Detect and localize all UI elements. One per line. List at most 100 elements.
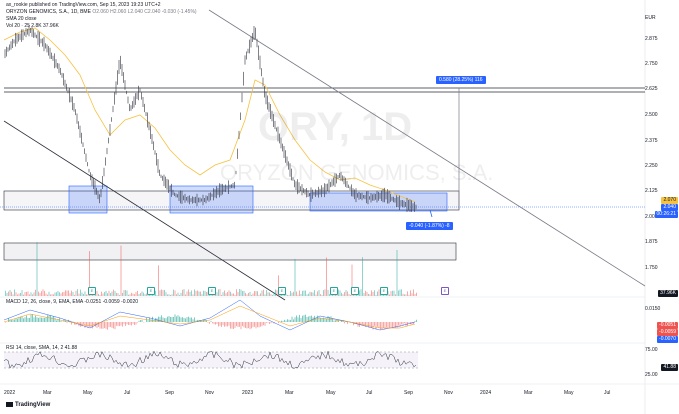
dividend-event-icon[interactable]: E bbox=[147, 287, 155, 295]
price-axis-label: 1.875 bbox=[645, 239, 658, 245]
volume-bar bbox=[225, 293, 227, 296]
macd-bar bbox=[294, 317, 296, 322]
macd-bar bbox=[86, 322, 87, 326]
dividend-event-icon[interactable]: E bbox=[88, 287, 96, 295]
volume-legend[interactable]: Vol 20 · 25 2.8K 37.96K bbox=[6, 23, 59, 29]
volume-bar bbox=[369, 294, 371, 296]
accumulation-box-1[interactable] bbox=[68, 185, 108, 214]
tradingview-brand[interactable]: TradingView bbox=[6, 402, 50, 408]
volume-bar bbox=[258, 294, 260, 296]
volume-bar bbox=[140, 293, 141, 296]
accumulation-box-2[interactable] bbox=[169, 185, 254, 214]
last-price-badge: 2.040 bbox=[661, 204, 678, 211]
volume-bar bbox=[125, 290, 126, 296]
macd-bar bbox=[398, 322, 399, 326]
volume-bar bbox=[95, 294, 96, 296]
dividend-event-icon[interactable]: E bbox=[351, 287, 359, 295]
volume-bar bbox=[200, 291, 201, 296]
symbol-legend[interactable]: ORYZON GENOMICS, S.A., 1D, BME O2.060 H2… bbox=[6, 9, 197, 15]
macd-bar bbox=[380, 322, 381, 330]
macd-bar bbox=[129, 322, 131, 325]
macd-bar bbox=[50, 315, 51, 322]
volume-bar bbox=[111, 291, 113, 296]
publisher-line: ax_rookie published on TradingView.com, … bbox=[6, 2, 161, 8]
volume-bar bbox=[83, 293, 84, 296]
volume-bar bbox=[299, 290, 300, 296]
dividend-event-icon[interactable]: E bbox=[380, 287, 388, 295]
macd-axis-label: 0.0150 bbox=[645, 306, 661, 312]
ohlc-values: O2.060 H2.060 L2.040 C2.040 -0.030 (-1.4… bbox=[92, 9, 197, 15]
price-axis-label: 2.375 bbox=[645, 138, 658, 144]
macd-bar bbox=[254, 322, 255, 327]
volume-bar bbox=[248, 292, 249, 296]
rsi-legend[interactable]: RSI 14, close, SMA, 14, 2 41.88 bbox=[6, 345, 78, 351]
macd-bar bbox=[216, 322, 218, 324]
macd-bar bbox=[102, 322, 104, 329]
time-axis-label: Mar bbox=[43, 390, 52, 396]
rsi-line bbox=[3, 350, 417, 369]
macd-bar bbox=[227, 322, 228, 327]
volume-bar bbox=[294, 258, 296, 296]
lower-zone[interactable] bbox=[3, 242, 457, 261]
volume-bar bbox=[405, 294, 407, 296]
macd-bar bbox=[168, 316, 170, 322]
macd-bar bbox=[210, 320, 212, 322]
volume-bar bbox=[89, 251, 90, 296]
volume-bar bbox=[360, 289, 362, 296]
sma-legend[interactable]: SMA 20 close bbox=[6, 16, 37, 22]
volume-bar bbox=[218, 289, 219, 296]
macd-bar bbox=[284, 319, 285, 322]
volume-bar bbox=[186, 291, 188, 296]
volume-bar bbox=[63, 292, 65, 296]
macd-bar bbox=[377, 322, 378, 327]
macd-bar bbox=[74, 322, 75, 325]
macd-bar bbox=[107, 322, 108, 330]
dividend-event-icon[interactable]: E bbox=[208, 287, 216, 295]
volume-bar bbox=[77, 289, 78, 296]
macd-bar bbox=[35, 315, 36, 322]
volume-bar bbox=[11, 291, 12, 296]
macd-bar bbox=[8, 317, 9, 322]
macd-bar bbox=[194, 317, 195, 322]
dividend-event-icon[interactable]: E bbox=[278, 287, 286, 295]
macd-legend[interactable]: MACD 12, 26, close, 9, EMA, EMA -0.0251 … bbox=[6, 299, 139, 305]
level-badge: 2.070 bbox=[661, 197, 678, 204]
macd-bar bbox=[191, 317, 192, 322]
volume-bar bbox=[144, 294, 146, 296]
macd-bar bbox=[269, 322, 270, 324]
tradingview-logo-icon bbox=[6, 402, 13, 407]
macd-bar bbox=[296, 315, 297, 322]
macd-bar bbox=[372, 322, 374, 330]
time-axis-label: 2022 bbox=[4, 390, 16, 396]
volume-bar bbox=[288, 294, 290, 296]
volume-bar bbox=[314, 290, 315, 296]
volume-bar bbox=[114, 290, 116, 296]
descending-trendline-upper[interactable] bbox=[208, 9, 646, 287]
macd-bar bbox=[182, 317, 183, 322]
macd-bar bbox=[207, 322, 209, 323]
earnings-event-icon[interactable]: E bbox=[441, 287, 449, 295]
macd-bar bbox=[179, 316, 180, 322]
macd-bar bbox=[225, 322, 227, 327]
dividend-event-icon[interactable]: E bbox=[330, 287, 338, 295]
macd-bar bbox=[309, 315, 311, 322]
volume-bar bbox=[171, 294, 173, 296]
volume-bar bbox=[117, 293, 119, 296]
volume-bar bbox=[210, 294, 212, 296]
macd-bar bbox=[45, 317, 47, 322]
macd-bar bbox=[141, 319, 143, 322]
volume-bar bbox=[56, 292, 57, 296]
macd-bar bbox=[170, 317, 171, 322]
volume-bar bbox=[84, 291, 86, 296]
macd-bar bbox=[218, 322, 219, 327]
descending-trendline-lower[interactable] bbox=[3, 120, 286, 301]
macd-bar bbox=[177, 315, 179, 322]
volume-bar bbox=[324, 289, 326, 296]
macd-bar bbox=[308, 316, 309, 322]
macd-bar bbox=[239, 322, 240, 327]
macd-bar bbox=[90, 322, 92, 328]
volume-bar bbox=[389, 294, 390, 296]
macd-bar bbox=[96, 322, 98, 328]
